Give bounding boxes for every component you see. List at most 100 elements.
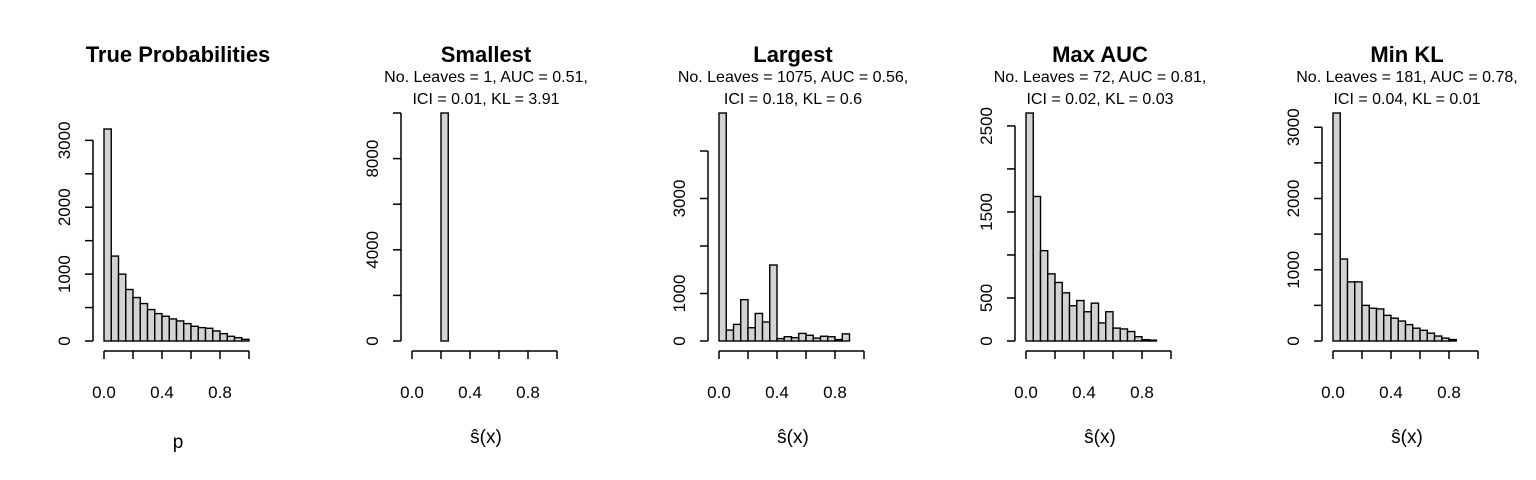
x-tick-label: 0.8 [823, 383, 847, 402]
histogram-bar [1068, 305, 1078, 342]
histogram-bar [1112, 327, 1121, 342]
histogram-bar [747, 327, 756, 342]
histogram-bar [241, 338, 250, 342]
histogram-bar [819, 335, 829, 342]
histogram-bar [725, 329, 735, 342]
x-tick-label: 0.8 [516, 383, 540, 402]
histogram-bar [776, 337, 785, 342]
histogram-bar [1404, 323, 1414, 342]
x-tick-label: 0.8 [1130, 383, 1154, 402]
histogram-bar [139, 302, 149, 342]
histogram-bar [1126, 330, 1136, 342]
histogram-bar [1361, 304, 1370, 342]
histogram-bar [1354, 281, 1363, 342]
histogram-bar [769, 264, 778, 342]
histogram-bar [161, 315, 170, 342]
y-tick-label: 500 [977, 284, 996, 312]
histogram-bar [1441, 337, 1450, 342]
histogram-bar [798, 332, 807, 342]
panel-5: Min KL No. Leaves = 181, AUC = 0.78, ICI =… [1284, 42, 1518, 448]
y-tick-label: 0 [977, 336, 996, 345]
histogram-bar [168, 318, 178, 342]
histogram-bar [440, 112, 449, 342]
histogram-bar [125, 288, 134, 342]
y-tick-label: 0 [55, 336, 74, 345]
histogram-bar [1025, 112, 1034, 342]
histogram-bar [1148, 339, 1158, 342]
histogram-bar [1076, 299, 1085, 342]
x-tick-label: 0.4 [1072, 383, 1096, 402]
histogram-bar [226, 335, 236, 342]
y-tick-label: 3000 [1284, 108, 1303, 146]
panel-title: Max AUC [1052, 42, 1148, 67]
histogram-bar [783, 336, 793, 342]
panel-subtitle: No. Leaves = 1, AUC = 0.51, [384, 69, 588, 86]
histogram-bar [197, 326, 207, 342]
x-tick-label: 0.4 [765, 383, 789, 402]
histogram-bar [1433, 335, 1443, 342]
x-axis-label: ŝ(x) [777, 427, 809, 448]
histogram-bar [1054, 281, 1063, 342]
panel-subtitle: No. Leaves = 181, AUC = 0.78, [1296, 69, 1517, 86]
panel-subtitle: No. Leaves = 72, AUC = 0.81, [994, 69, 1207, 86]
x-tick-label: 0.0 [1321, 383, 1345, 402]
y-tick-label: 0 [363, 336, 382, 345]
histogram-bar [233, 336, 243, 342]
panel-subtitle: ICI = 0.01, KL = 3.91 [412, 91, 559, 108]
panel-subtitle: ICI = 0.04, KL = 0.01 [1333, 91, 1480, 108]
y-tick-label: 4000 [363, 231, 382, 269]
histogram-bar [1097, 322, 1107, 342]
histogram-bar [1375, 308, 1385, 342]
histogram-bar [740, 298, 749, 342]
histogram-bar [1390, 317, 1399, 342]
histogram-bar [834, 338, 843, 342]
histogram-bar [132, 296, 141, 342]
x-tick-label: 0.0 [92, 383, 116, 402]
histogram-bar [1412, 327, 1421, 342]
histogram-bar [1397, 320, 1407, 342]
y-tick-label: 1500 [977, 193, 996, 231]
histogram-bar [812, 337, 822, 342]
y-tick-label: 3000 [670, 180, 689, 218]
histogram-bar [1134, 335, 1143, 342]
histogram-bar [103, 128, 112, 342]
histogram-bar [732, 323, 742, 342]
histogram-bar [1448, 338, 1457, 342]
histogram-bar [1346, 281, 1356, 342]
histogram-bar [212, 330, 221, 342]
histogram-bar [827, 336, 836, 342]
x-axis-label: ŝ(x) [1084, 427, 1116, 448]
panel-2: Smallest No. Leaves = 1, AUC = 0.51, ICI =… [363, 42, 588, 448]
histogram-bar [1032, 195, 1042, 342]
histogram-bar [1383, 314, 1392, 342]
y-tick-label: 1000 [1284, 251, 1303, 289]
panel-title: True Probabilities [86, 42, 271, 67]
y-tick-label: 0 [1284, 336, 1303, 345]
histogram-bar [1426, 332, 1436, 342]
histogram-bar [219, 332, 228, 342]
y-tick-label: 2000 [55, 188, 74, 226]
histogram-bar [1141, 339, 1150, 342]
panel-3: Largest No. Leaves = 1075, AUC = 0.56, ICI… [670, 42, 908, 448]
histogram-bar [110, 255, 120, 342]
histogram-bar [754, 312, 764, 342]
y-tick-label: 1000 [55, 255, 74, 293]
x-tick-label: 0.0 [1014, 383, 1038, 402]
histogram-bar [154, 312, 163, 342]
x-axis-label: ŝ(x) [470, 427, 502, 448]
histogram-bar [761, 321, 771, 342]
histogram-bar [1047, 273, 1056, 342]
histogram-bar [1090, 302, 1100, 342]
y-tick-label: 2000 [1284, 180, 1303, 218]
x-axis-label: p [173, 432, 184, 453]
histogram-bar [183, 322, 192, 342]
histogram-bar [1368, 307, 1378, 342]
histogram-bar [790, 336, 800, 342]
panel-subtitle: ICI = 0.02, KL = 0.03 [1026, 91, 1173, 108]
histogram-bar [1339, 258, 1349, 342]
y-tick-label: 8000 [363, 140, 382, 178]
histogram-bar [117, 273, 127, 342]
panel-subtitle: No. Leaves = 1075, AUC = 0.56, [678, 69, 908, 86]
histogram-bar [1039, 249, 1049, 342]
x-tick-label: 0.8 [208, 383, 232, 402]
